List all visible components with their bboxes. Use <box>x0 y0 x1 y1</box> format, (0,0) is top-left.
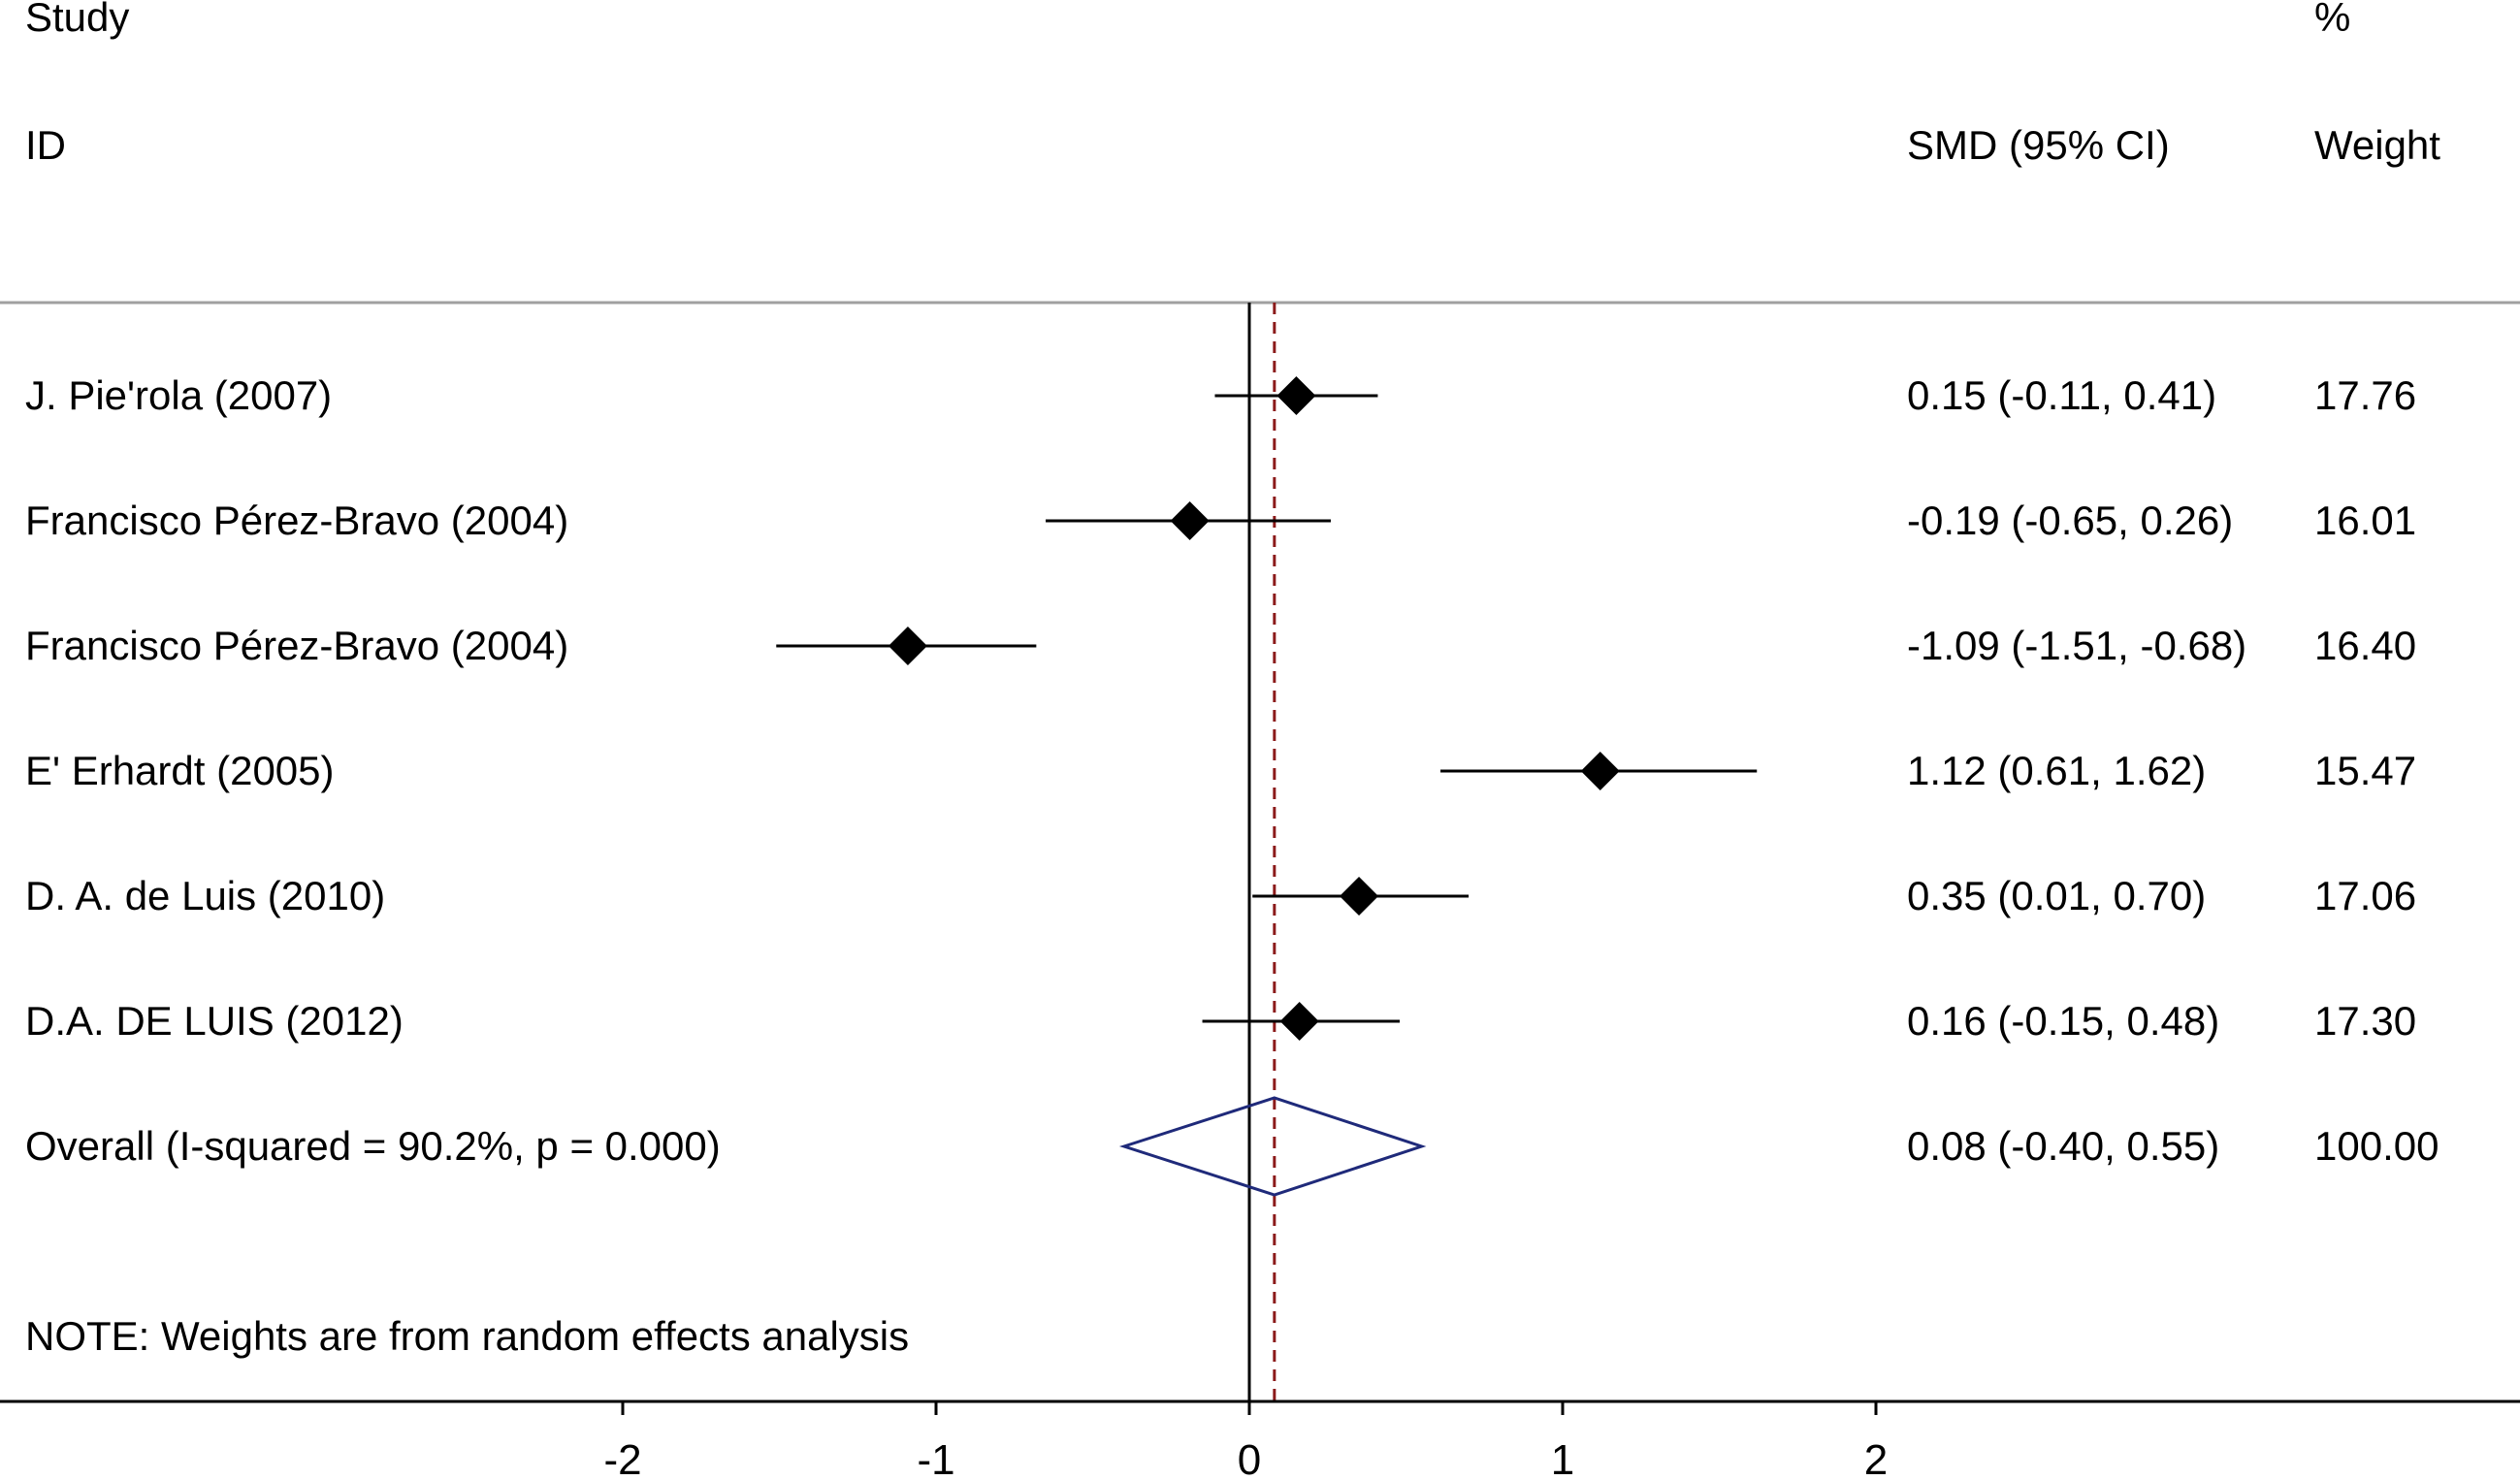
point-estimate-marker <box>1340 877 1379 916</box>
effect-ci-text: -1.09 (-1.51, -0.68) <box>1907 623 2246 668</box>
reference-lines <box>1247 303 1276 1401</box>
study-row: Francisco Pérez-Bravo (2004) -1.09 (-1.51… <box>25 623 2416 668</box>
effect-ci-text: 1.12 (0.61, 1.62) <box>1907 748 2206 793</box>
study-label: D.A. DE LUIS (2012) <box>25 998 404 1044</box>
study-row: E' Erhardt (2005) 1.12 (0.61, 1.62) 15.47 <box>25 748 2416 793</box>
overall-ci-text: 0.08 (-0.40, 0.55) <box>1907 1123 2219 1169</box>
overall-weight-text: 100.00 <box>2314 1123 2439 1169</box>
study-row: D. A. de Luis (2010) 0.35 (0.01, 0.70) 17.… <box>25 873 2416 918</box>
x-tick-label: -1 <box>917 1436 954 1480</box>
x-tick-label: 1 <box>1551 1436 1574 1480</box>
x-tick-label: 0 <box>1238 1436 1261 1480</box>
effect-ci-text: 0.16 (-0.15, 0.48) <box>1907 998 2219 1044</box>
study-label: E' Erhardt (2005) <box>25 748 335 793</box>
effect-ci-text: -0.19 (-0.65, 0.26) <box>1907 498 2233 543</box>
point-estimate-marker <box>1276 376 1316 415</box>
header-percent: % <box>2314 0 2350 40</box>
study-row: J. Pie'rola (2007) 0.15 (-0.11, 0.41) 17.7… <box>25 372 2416 418</box>
effect-ci-text: 0.35 (0.01, 0.70) <box>1907 873 2206 918</box>
study-rows: J. Pie'rola (2007) 0.15 (-0.11, 0.41) 17.7… <box>25 372 2416 1044</box>
weight-text: 15.47 <box>2314 748 2416 793</box>
study-label: Francisco Pérez-Bravo (2004) <box>25 498 568 543</box>
study-label: J. Pie'rola (2007) <box>25 372 332 418</box>
note-text: NOTE: Weights are from random effects an… <box>25 1313 909 1359</box>
study-label: D. A. de Luis (2010) <box>25 873 385 918</box>
study-row: Francisco Pérez-Bravo (2004) -0.19 (-0.65… <box>25 498 2416 543</box>
header-effect: SMD (95% CI) <box>1907 122 2170 168</box>
point-estimate-marker <box>1580 752 1620 790</box>
weight-text: 17.30 <box>2314 998 2416 1044</box>
overall-diamond <box>1118 1096 1427 1197</box>
overall-label: Overall (I-squared = 90.2%, p = 0.000) <box>25 1123 721 1169</box>
weight-text: 16.40 <box>2314 623 2416 668</box>
point-estimate-marker <box>888 627 927 665</box>
weight-text: 17.76 <box>2314 372 2416 418</box>
header-weight: Weight <box>2314 122 2440 168</box>
x-tick-label: 2 <box>1864 1436 1888 1480</box>
effect-ci-text: 0.15 (-0.11, 0.41) <box>1907 372 2216 418</box>
weight-text: 17.06 <box>2314 873 2416 918</box>
x-axis: -2 -1 0 1 2 <box>0 1400 2520 1480</box>
x-tick-label: -2 <box>603 1436 641 1480</box>
study-label: Francisco Pérez-Bravo (2004) <box>25 623 568 668</box>
header-study: Study <box>25 0 129 40</box>
overall-row: Overall (I-squared = 90.2%, p = 0.000) 0.… <box>25 1096 2439 1197</box>
study-row: D.A. DE LUIS (2012) 0.16 (-0.15, 0.48) 17.… <box>25 998 2416 1044</box>
header-id: ID <box>25 122 66 168</box>
weight-text: 16.01 <box>2314 498 2416 543</box>
point-estimate-marker <box>1279 1002 1319 1041</box>
point-estimate-marker <box>1170 501 1210 540</box>
